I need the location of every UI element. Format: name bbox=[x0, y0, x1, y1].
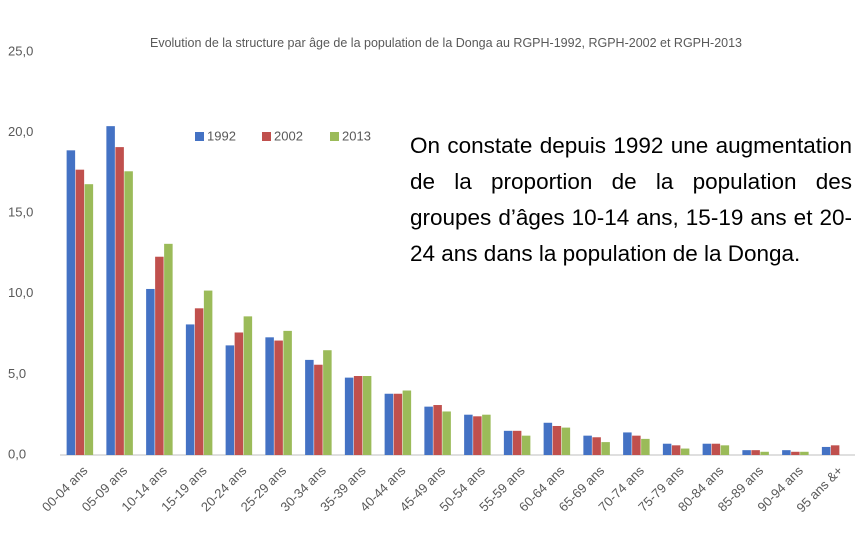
bar bbox=[464, 414, 473, 455]
legend-swatch bbox=[262, 132, 271, 141]
bar bbox=[821, 446, 831, 455]
legend-label: 1992 bbox=[207, 128, 236, 143]
bar bbox=[442, 411, 451, 455]
y-tick-label: 0,0 bbox=[8, 446, 26, 461]
bar bbox=[552, 425, 562, 455]
bar bbox=[680, 448, 690, 455]
bar bbox=[203, 290, 213, 455]
bar bbox=[641, 438, 650, 455]
bar bbox=[711, 443, 721, 455]
bar bbox=[344, 377, 354, 455]
bar bbox=[323, 350, 332, 455]
bar bbox=[424, 406, 433, 455]
bar bbox=[503, 430, 513, 455]
bar bbox=[225, 345, 235, 455]
bar bbox=[362, 376, 372, 455]
bar bbox=[782, 450, 791, 455]
bar bbox=[402, 390, 412, 455]
bar bbox=[75, 169, 85, 455]
bar bbox=[742, 450, 751, 455]
bar bbox=[164, 243, 173, 455]
bar bbox=[662, 443, 672, 455]
bar bbox=[115, 147, 124, 455]
bar bbox=[124, 171, 133, 455]
bar bbox=[601, 442, 610, 455]
bar bbox=[155, 256, 164, 455]
bar bbox=[632, 435, 641, 455]
legend-label: 2002 bbox=[274, 128, 303, 143]
chart-title: Evolution de la structure par âge de la … bbox=[149, 36, 743, 50]
bar bbox=[283, 330, 292, 455]
bar bbox=[561, 427, 571, 455]
bar bbox=[353, 376, 363, 455]
bar bbox=[66, 150, 76, 455]
bar bbox=[830, 445, 840, 455]
legend-label: 2013 bbox=[342, 128, 371, 143]
bar bbox=[243, 316, 253, 455]
bar bbox=[314, 364, 323, 455]
bar bbox=[234, 332, 244, 455]
y-tick-label: 10,0 bbox=[8, 285, 33, 300]
bar bbox=[146, 288, 155, 455]
bar bbox=[521, 435, 531, 455]
bar bbox=[702, 443, 712, 455]
bar bbox=[305, 359, 314, 455]
bar bbox=[106, 126, 115, 455]
bar bbox=[623, 432, 632, 455]
bar bbox=[265, 337, 274, 455]
annotation: On constate depuis 1992 une augmentation… bbox=[410, 133, 852, 266]
y-tick-label: 25,0 bbox=[8, 43, 33, 58]
bar bbox=[433, 405, 442, 455]
legend-swatch bbox=[330, 132, 339, 141]
bar bbox=[185, 324, 195, 455]
bar bbox=[800, 451, 809, 455]
bar bbox=[473, 416, 482, 455]
y-tick-label: 15,0 bbox=[8, 205, 33, 220]
bar bbox=[720, 445, 730, 455]
legend-swatch bbox=[195, 132, 204, 141]
bar bbox=[583, 435, 592, 455]
bar bbox=[791, 451, 800, 455]
bar bbox=[512, 430, 522, 455]
bar bbox=[84, 184, 94, 455]
bar bbox=[543, 422, 553, 455]
bar bbox=[592, 437, 601, 455]
bar bbox=[760, 451, 769, 455]
bar bbox=[194, 308, 204, 455]
bar bbox=[384, 393, 394, 455]
bar bbox=[751, 450, 760, 455]
bar bbox=[393, 393, 403, 455]
bar bbox=[274, 340, 283, 455]
bar bbox=[671, 445, 681, 455]
y-tick-label: 5,0 bbox=[8, 366, 26, 381]
bar bbox=[482, 414, 491, 455]
y-tick-label: 20,0 bbox=[8, 124, 33, 139]
